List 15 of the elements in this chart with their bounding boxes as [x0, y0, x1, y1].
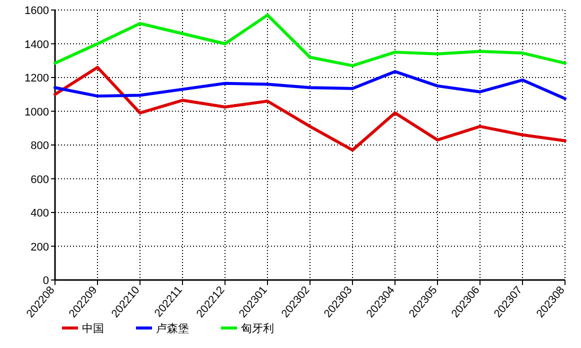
y-tick-label: 0 — [42, 275, 49, 287]
y-tick-label: 1400 — [24, 38, 49, 51]
y-tick-label: 1000 — [24, 106, 49, 118]
y-tick-label: 600 — [30, 174, 49, 186]
line-series — [54, 14, 566, 68]
y-tick-label: 1200 — [24, 72, 49, 84]
y-tick-label: 200 — [30, 241, 49, 254]
legend-label: 卢森堡 — [156, 322, 189, 335]
legend-label: 中国 — [82, 322, 104, 335]
legend-label: 匈牙利 — [241, 322, 274, 335]
y-tick-label: 400 — [30, 208, 49, 220]
line-series — [54, 66, 566, 152]
y-tick-label: 800 — [30, 140, 49, 152]
y-tick-label: 1600 — [24, 5, 49, 17]
line-series — [54, 70, 566, 100]
